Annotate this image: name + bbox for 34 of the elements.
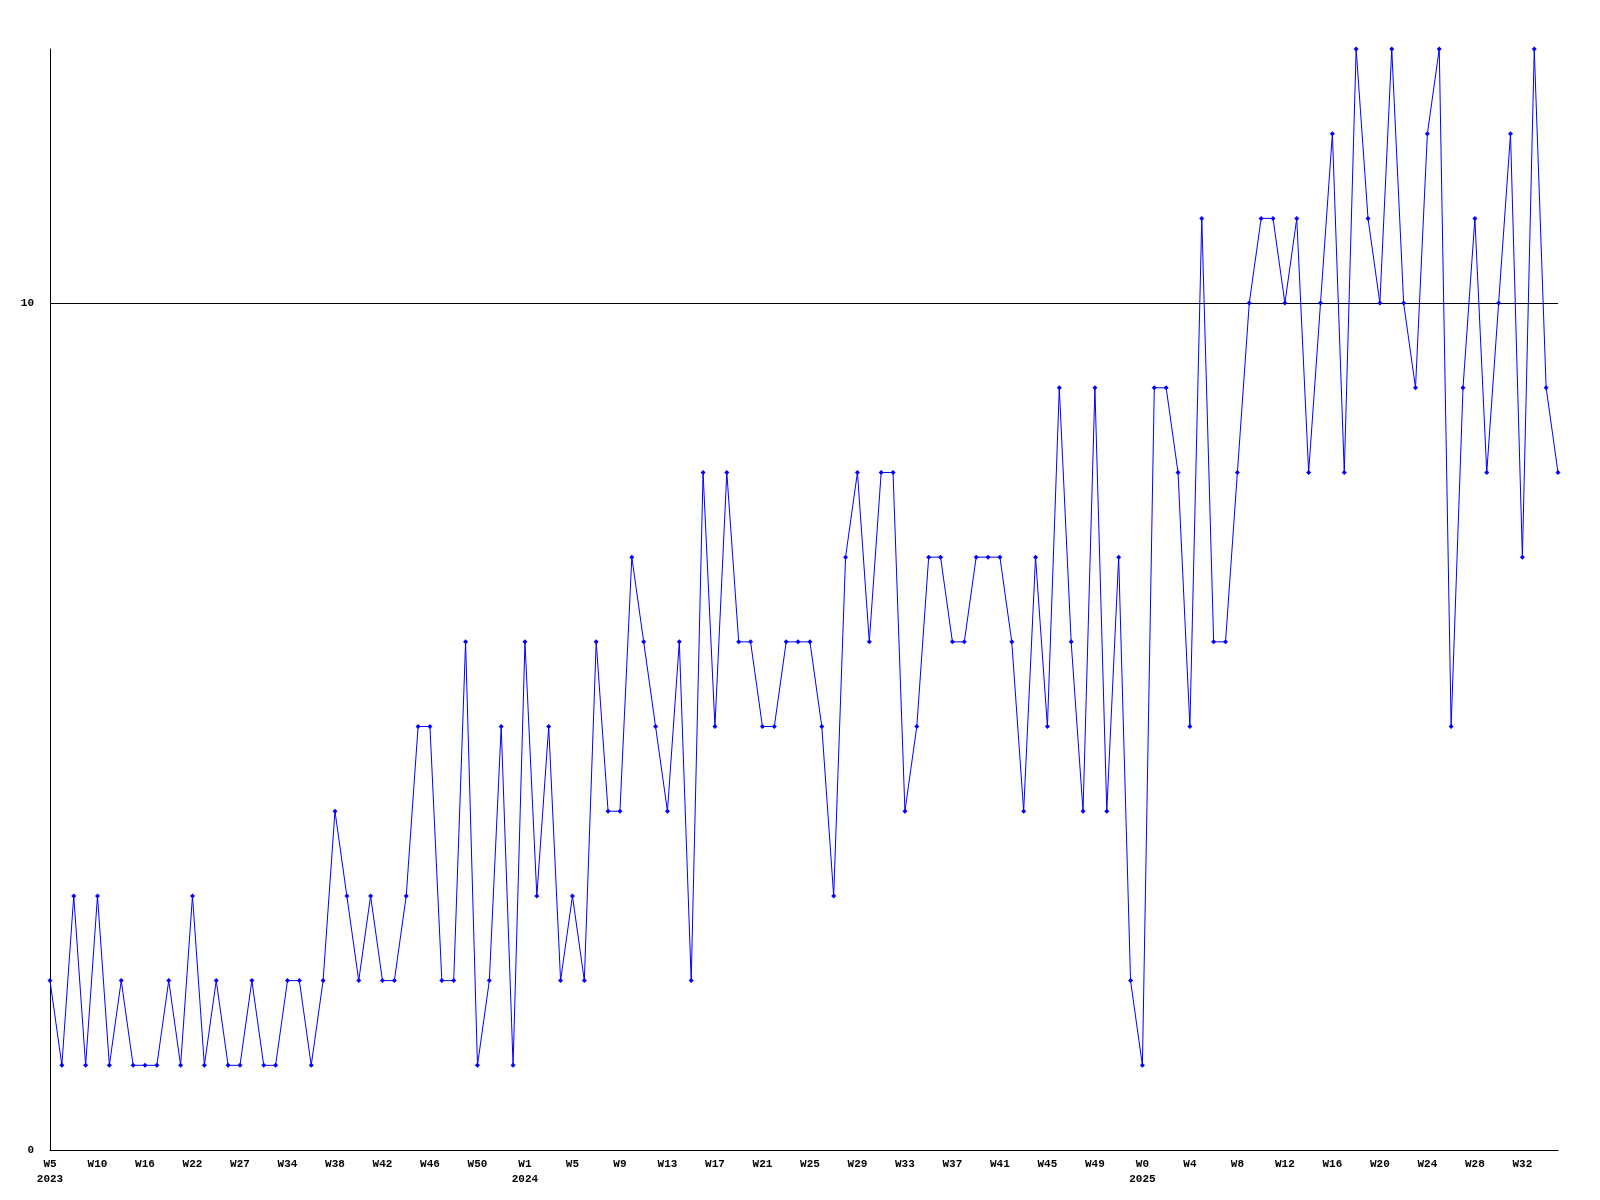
x-tick-label: W27 [230, 1157, 250, 1170]
x-tick-label: W24 [1417, 1157, 1438, 1170]
x-tick-label: W8 [1230, 1157, 1245, 1170]
x-tick-label: W45 [1037, 1157, 1058, 1170]
x-tick-label: W28 [1464, 1157, 1486, 1170]
x-tick-label: W12 [1274, 1157, 1295, 1170]
x-tick-label: W21 [752, 1157, 773, 1170]
y-tick-label: 0 [27, 1144, 34, 1156]
x-tick-label: W50 [467, 1157, 488, 1170]
x-tick-label: W49 [1085, 1157, 1105, 1170]
x-tick-label: W41 [990, 1157, 1011, 1170]
x-tick-label: W5 2023 [36, 1157, 64, 1185]
x-tick-label: W25 [800, 1157, 821, 1170]
x-tick-label: W13 [657, 1157, 678, 1170]
x-tick-label: W34 [277, 1157, 298, 1170]
x-tick-label: W16 [135, 1157, 155, 1170]
x-tick-label: W29 [847, 1157, 868, 1170]
x-tick-label: W0 2025 [1129, 1157, 1157, 1185]
x-tick-label: W33 [895, 1157, 916, 1170]
x-tick-label: W32 [1512, 1157, 1533, 1170]
x-tick-label: W10 [87, 1157, 108, 1170]
x-tick-label: W38 [325, 1157, 346, 1170]
x-tick-label: W17 [705, 1157, 725, 1170]
x-tick-label: W46 [420, 1157, 440, 1170]
x-tick-label: W9 [613, 1157, 627, 1170]
x-tick-label: W1 2024 [511, 1157, 539, 1185]
x-tick-label: W20 [1369, 1157, 1390, 1170]
x-tick-label: W4 [1183, 1157, 1197, 1170]
x-tick-label: W22 [182, 1157, 203, 1170]
x-tick-label: W42 [372, 1157, 393, 1170]
x-tick-label: W37 [942, 1157, 963, 1170]
x-tick-label: W16 [1322, 1157, 1343, 1170]
y-tick-label: 10 [20, 297, 34, 310]
x-tick-label: W5 [565, 1157, 580, 1170]
